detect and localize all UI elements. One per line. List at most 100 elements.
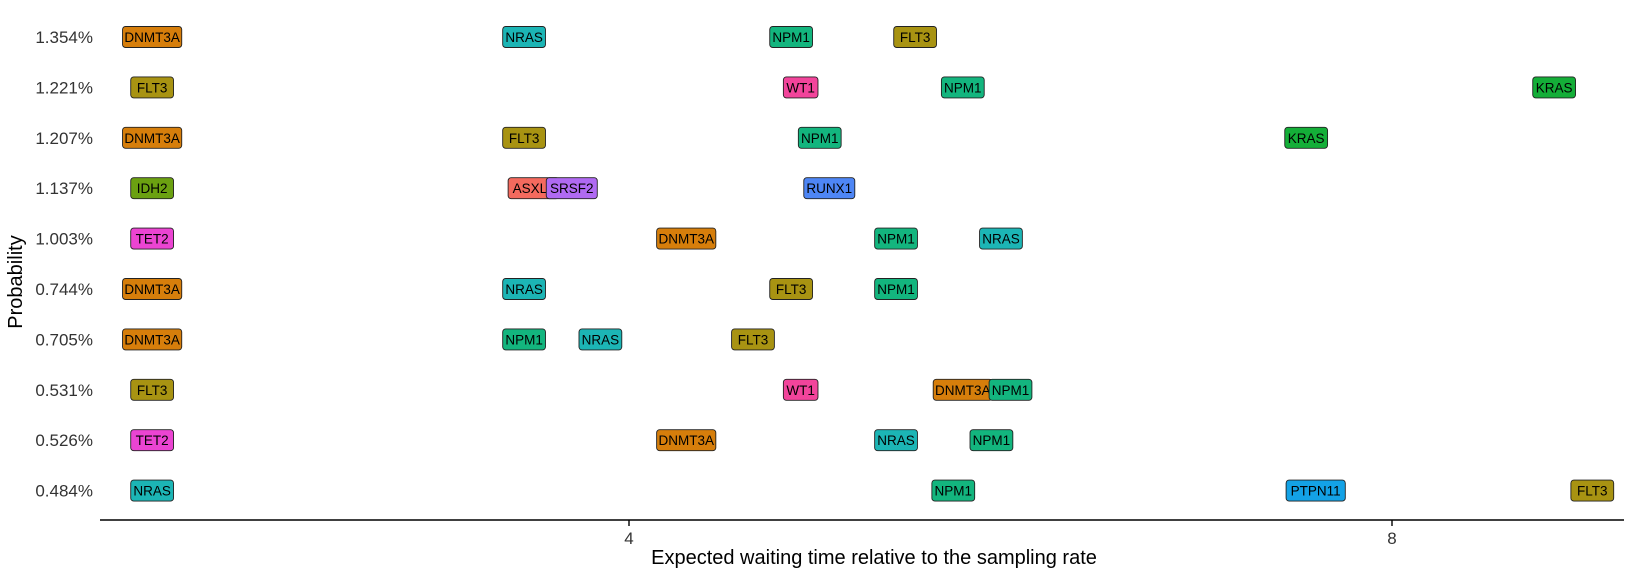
gene-label-box (874, 429, 918, 452)
gene-label-tet2: TET2 (130, 429, 174, 452)
gene-label-text: TET2 (136, 232, 169, 247)
gene-label-text: IDH2 (137, 181, 168, 196)
gene-label-text: NPM1 (973, 433, 1011, 448)
gene-label-dnmt3a: DNMT3A (122, 126, 183, 149)
gene-label-text: NPM1 (877, 232, 915, 247)
gene-label-box (940, 76, 985, 99)
gene-label-text: KRAS (1536, 80, 1573, 95)
gene-label-box (874, 227, 918, 250)
gene-label-tet2: TET2 (130, 227, 174, 250)
gene-label-text: WT1 (786, 80, 815, 95)
gene-label-npm1: NPM1 (502, 328, 546, 351)
gene-label-box (502, 26, 546, 48)
gene-label-kras: KRAS (1284, 126, 1329, 149)
gene-label-dnmt3a: DNMT3A (656, 227, 717, 250)
gene-label-text: NRAS (505, 30, 543, 45)
gene-label-text: NRAS (505, 282, 543, 297)
gene-label-kras: KRAS (1532, 76, 1576, 99)
gene-label-text: NPM1 (505, 332, 543, 347)
label-marks: DNMT3A NRAS NPM1 FLT3 FLT3 WT1 NPM1 KRAS DNMT3A F… (122, 26, 1615, 502)
gene-label-text: FLT3 (137, 383, 168, 398)
gene-label-box (988, 378, 1033, 401)
gene-label-dnmt3a: DNMT3A (122, 26, 183, 48)
gene-label-nras: NRAS (130, 479, 174, 502)
gene-label-box (797, 126, 842, 149)
x-axis-title: Expected waiting time relative to the sa… (651, 547, 1097, 569)
gene-label-flt3: FLT3 (130, 378, 174, 401)
gene-label-box (656, 227, 717, 250)
gene-label-box (1570, 479, 1615, 502)
y-tick-label: 1.354% (35, 28, 93, 47)
gene-label-box (122, 278, 183, 300)
gene-label-box (122, 328, 183, 351)
x-tick-label: 4 (624, 529, 633, 548)
gene-label-box (122, 126, 183, 149)
gene-label-text: DNMT3A (124, 332, 180, 347)
gene-label-text: DNMT3A (658, 232, 714, 247)
gene-label-text: NPM1 (877, 282, 915, 297)
gene-label-text: FLT3 (1577, 484, 1608, 499)
gene-label-text: NPM1 (772, 30, 810, 45)
y-tick-labels: 1.354% 1.221% 1.207% 1.137% 1.003% 0.744% 0.70… (35, 28, 93, 501)
gene-label-wt1: WT1 (782, 378, 819, 401)
gene-label-npm1: NPM1 (797, 126, 842, 149)
gene-label-text: FLT3 (776, 282, 807, 297)
gene-label-text: WT1 (786, 383, 815, 398)
gene-label-runx1: RUNX1 (803, 177, 856, 200)
gene-label-box (502, 278, 546, 300)
gene-label-flt3: FLT3 (502, 126, 546, 149)
gene-label-text: NRAS (133, 484, 171, 499)
gene-label-text: NRAS (582, 332, 620, 347)
gene-label-dnmt3a: DNMT3A (122, 328, 183, 351)
gene-label-text: FLT3 (509, 131, 540, 146)
gene-label-box (130, 177, 174, 200)
gene-label-text: SRSF2 (550, 181, 594, 196)
gene-label-box (731, 328, 775, 351)
gene-label-text: DNMT3A (124, 30, 180, 45)
gene-label-box (545, 177, 598, 200)
gene-label-wt1: WT1 (782, 76, 819, 99)
gene-label-npm1: NPM1 (988, 378, 1033, 401)
gene-label-box (1284, 126, 1329, 149)
gene-label-idh2: IDH2 (130, 177, 174, 200)
gene-label-box (1285, 479, 1346, 502)
gene-label-text: ASXL1 (513, 181, 555, 196)
gene-label-nras: NRAS (874, 429, 918, 452)
gene-label-box (931, 479, 976, 502)
gene-label-box (130, 429, 174, 452)
gene-label-box (1532, 76, 1576, 99)
gene-label-srsf2: SRSF2 (545, 177, 598, 200)
gene-label-box (122, 26, 183, 48)
gene-label-text: DNMT3A (124, 131, 180, 146)
gene-label-dnmt3a: DNMT3A (656, 429, 717, 452)
gene-label-text: NPM1 (944, 80, 982, 95)
gene-label-dnmt3a: DNMT3A (932, 378, 993, 401)
gene-label-box (782, 76, 819, 99)
gene-label-flt3: FLT3 (893, 26, 937, 48)
y-axis-title: Probability (5, 235, 27, 328)
y-tick-label: 1.137% (35, 179, 93, 198)
gene-label-nras: NRAS (979, 227, 1023, 250)
y-tick-label: 1.003% (35, 230, 93, 249)
gene-label-text: DNMT3A (124, 282, 180, 297)
gene-label-box (893, 26, 937, 48)
gene-label-text: KRAS (1288, 131, 1325, 146)
gene-label-flt3: FLT3 (731, 328, 775, 351)
gene-label-text: DNMT3A (658, 433, 714, 448)
gene-label-nras: NRAS (578, 328, 623, 351)
gene-label-text: TET2 (136, 433, 169, 448)
gene-label-text: RUNX1 (806, 181, 852, 196)
y-tick-label: 0.526% (35, 431, 93, 450)
gene-label-text: NPM1 (992, 383, 1030, 398)
gene-label-box (130, 378, 174, 401)
gene-label-box (130, 479, 174, 502)
gene-label-flt3: FLT3 (1570, 479, 1615, 502)
y-tick-label: 0.744% (35, 280, 93, 299)
gene-label-npm1: NPM1 (931, 479, 976, 502)
gene-label-text: FLT3 (900, 30, 931, 45)
gene-label-box (979, 227, 1023, 250)
gene-label-npm1: NPM1 (874, 227, 918, 250)
gene-label-box (782, 378, 819, 401)
gene-label-box (803, 177, 856, 200)
gene-label-box (769, 26, 813, 48)
